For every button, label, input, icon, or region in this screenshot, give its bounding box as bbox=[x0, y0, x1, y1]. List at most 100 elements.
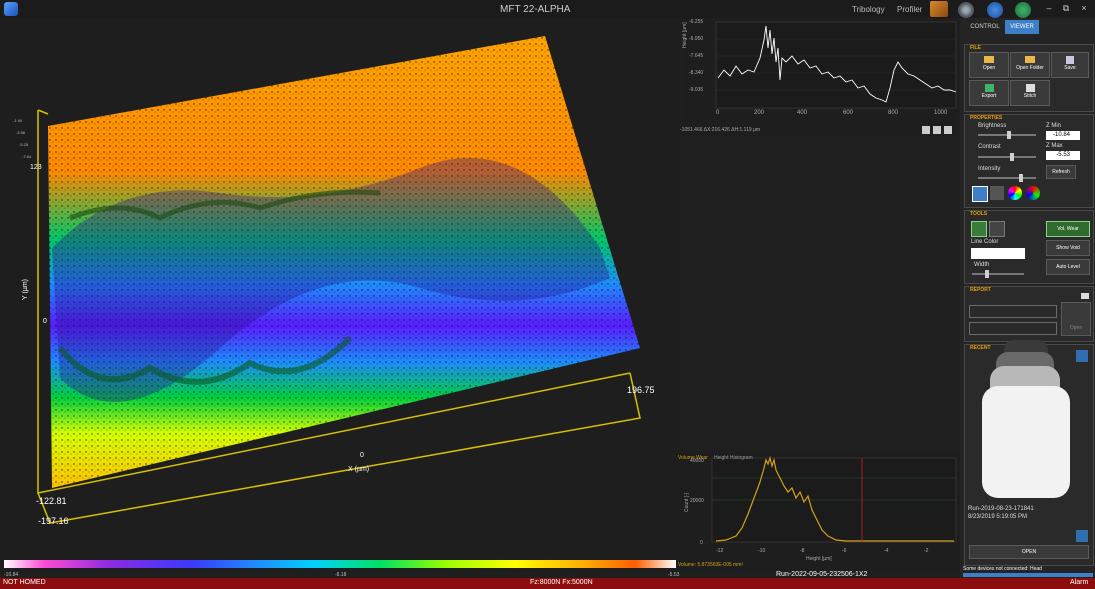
settings-gear-icon[interactable] bbox=[958, 2, 974, 18]
profile-ytick: -7.645 bbox=[689, 53, 704, 59]
minimize-button[interactable]: – bbox=[1046, 3, 1052, 13]
intensity-slider[interactable] bbox=[978, 174, 1036, 182]
export-icon bbox=[984, 84, 994, 92]
show-void-button[interactable]: Show Void bbox=[1046, 240, 1090, 256]
histogram-xtick: -4 bbox=[884, 548, 889, 554]
intensity-label: Intensity bbox=[978, 166, 1001, 172]
recent-item-name: Run-2019-08-23-171841 bbox=[968, 506, 1034, 512]
slider-thumb[interactable] bbox=[1018, 174, 1023, 182]
zmax-field[interactable]: -5.53 bbox=[1046, 151, 1080, 160]
tab-control[interactable]: CONTROL bbox=[970, 24, 1000, 30]
info-icon[interactable] bbox=[987, 2, 1003, 18]
recent-down-arrow-icon[interactable] bbox=[1076, 530, 1088, 542]
z-tick: -5.25 bbox=[19, 142, 29, 147]
height-histogram[interactable] bbox=[676, 452, 960, 572]
color-scale-bar[interactable] bbox=[4, 560, 676, 568]
close-button[interactable]: × bbox=[1081, 3, 1087, 13]
recent-item-thumbnail[interactable] bbox=[982, 386, 1070, 498]
tab-volume-wear[interactable]: Volume Wear bbox=[678, 455, 708, 461]
histogram-xtick: -8 bbox=[800, 548, 805, 554]
contrast-slider[interactable] bbox=[978, 153, 1036, 161]
zmin-field[interactable]: -10.84 bbox=[1046, 131, 1080, 140]
tab-viewer[interactable]: VIEWER bbox=[1005, 20, 1039, 34]
save-icon bbox=[1066, 56, 1074, 64]
slider-thumb[interactable] bbox=[1009, 153, 1014, 161]
surface-3d-view[interactable] bbox=[0, 18, 680, 573]
colormap-icon[interactable] bbox=[972, 186, 988, 202]
profile-zoom-icon[interactable] bbox=[933, 126, 941, 134]
folder-icon bbox=[1025, 56, 1035, 63]
help-icon[interactable] bbox=[1015, 2, 1031, 18]
scale-min-label: -10.84 bbox=[4, 572, 19, 578]
profile-plot-svg bbox=[715, 21, 957, 109]
brightness-label: Brightness bbox=[978, 123, 1007, 129]
histogram-xtick: -2 bbox=[924, 548, 929, 554]
nav-tribology[interactable]: Tribology bbox=[852, 5, 885, 14]
contrast-label: Contrast bbox=[978, 144, 1001, 150]
tab-height-histogram[interactable]: Height Histogram bbox=[714, 455, 753, 461]
auto-level-button[interactable]: Auto Level bbox=[1046, 259, 1090, 275]
histogram-xtick: -10 bbox=[758, 548, 766, 554]
y-tick-max: 123 bbox=[30, 164, 42, 171]
color-wheel-icon[interactable] bbox=[1008, 186, 1022, 200]
histogram-svg bbox=[711, 455, 957, 543]
report-title: REPORT bbox=[970, 287, 991, 293]
profile-xtick: 800 bbox=[888, 110, 899, 116]
brightness-slider[interactable] bbox=[978, 131, 1036, 139]
open-folder-button[interactable]: Open Folder bbox=[1010, 52, 1050, 78]
tools-icon[interactable] bbox=[930, 1, 948, 17]
line-tool-icon[interactable] bbox=[989, 221, 1005, 237]
grayscale-icon[interactable] bbox=[990, 186, 1004, 200]
connection-progress bbox=[963, 573, 1093, 577]
report-template-select[interactable] bbox=[969, 305, 1057, 318]
report-format-select[interactable] bbox=[969, 322, 1057, 335]
profile-ylabel: Height [µm] bbox=[682, 22, 688, 48]
title-bar bbox=[0, 0, 1095, 18]
y-tick-min: -122.81 bbox=[36, 496, 67, 506]
profile-ytick: -6.255 bbox=[689, 19, 704, 25]
z-tick: -7.64 bbox=[22, 154, 32, 159]
report-open-button[interactable]: Open bbox=[1061, 302, 1091, 336]
profile-xtick: 600 bbox=[843, 110, 854, 116]
export-button[interactable]: Export bbox=[969, 80, 1009, 106]
save-button[interactable]: Save bbox=[1051, 52, 1089, 78]
rgb-icon[interactable] bbox=[1026, 186, 1040, 200]
stitch-button-label: Stitch bbox=[1023, 93, 1037, 99]
y-tick-mid: 0 bbox=[43, 318, 47, 325]
vol-wear-button[interactable]: Vol. Wear bbox=[1046, 221, 1090, 237]
profile-ytick: -8.340 bbox=[689, 70, 704, 76]
restore-button[interactable]: ⧉ bbox=[1062, 3, 1070, 13]
width-slider[interactable] bbox=[972, 270, 1024, 278]
pointer-tool-icon[interactable] bbox=[971, 221, 987, 237]
open-button[interactable]: Open bbox=[969, 52, 1009, 78]
histogram-xlabel: Height [µm] bbox=[806, 556, 832, 562]
nav-profiler[interactable]: Profiler bbox=[897, 5, 923, 14]
x-tick-min: -197.16 bbox=[38, 516, 69, 526]
line-color-picker[interactable] bbox=[971, 248, 1025, 259]
status-bar bbox=[0, 578, 1095, 589]
recent-up-arrow-icon[interactable] bbox=[1076, 350, 1088, 362]
recent-item-date: 8/23/2019 5:19:05 PM bbox=[968, 514, 1028, 520]
profile-plot[interactable] bbox=[682, 18, 958, 138]
slider-thumb[interactable] bbox=[985, 270, 989, 278]
profile-ruler-icon[interactable] bbox=[922, 126, 930, 134]
tools-title: TOOLS bbox=[970, 211, 988, 217]
stitch-button[interactable]: Stitch bbox=[1010, 80, 1050, 106]
x-tick-mid: 0 bbox=[360, 452, 364, 459]
histogram-xtick: -12 bbox=[716, 548, 724, 554]
app-logo-icon bbox=[4, 2, 18, 16]
histogram-ytick: 20000 bbox=[690, 498, 704, 504]
z-tick: -1.90 bbox=[13, 118, 23, 123]
x-axis-label: X (µm) bbox=[348, 466, 370, 473]
report-checkbox[interactable] bbox=[1081, 293, 1089, 299]
alarm-status[interactable]: Alarm bbox=[1070, 579, 1089, 586]
profile-xtick: 1000 bbox=[934, 110, 948, 116]
x-tick-max: 196.75 bbox=[627, 385, 655, 395]
slider-thumb[interactable] bbox=[1007, 131, 1011, 139]
refresh-button[interactable]: Refresh bbox=[1046, 165, 1076, 179]
recent-open-button[interactable]: OPEN bbox=[969, 545, 1089, 559]
scale-mid-label: -8.18 bbox=[335, 572, 347, 578]
stitch-icon bbox=[1025, 84, 1035, 92]
profile-export-icon[interactable] bbox=[944, 126, 952, 134]
save-button-label: Save bbox=[1064, 65, 1076, 71]
